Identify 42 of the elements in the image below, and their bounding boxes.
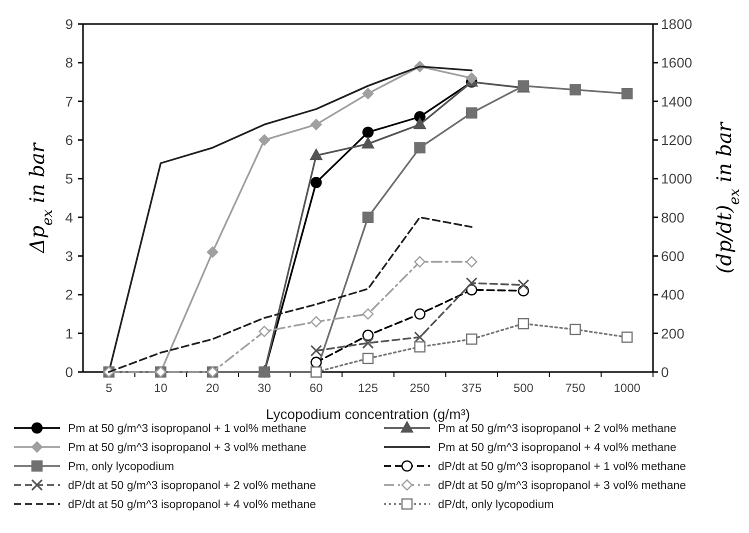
x-tick-label: 500 xyxy=(513,381,534,395)
legend-label: dP/dt at 50 g/m^3 isopropanol + 1 vol% methane xyxy=(438,461,686,473)
x-tick-label: 375 xyxy=(462,381,482,395)
y-tick-label: 1 xyxy=(65,325,74,342)
legend-label: Pm at 50 g/m^3 isopropanol + 2 vol% methane xyxy=(438,423,676,435)
legend-label: Pm, only lycopodium xyxy=(68,461,174,473)
y2-tick-label: 1800 xyxy=(661,16,692,32)
legend-label: dP/dt at 50 g/m^3 isopropanol + 4 vol% methane xyxy=(68,499,316,511)
y2-tick-label: 1200 xyxy=(661,132,692,148)
legend-label: Pm at 50 g/m^3 isopropanol + 3 vol% methane xyxy=(68,442,306,454)
y-tick-label: 2 xyxy=(65,286,74,303)
x-tick-label: 60 xyxy=(310,381,324,395)
legend-label: Pm at 50 g/m^3 isopropanol + 1 vol% methane xyxy=(68,423,306,435)
x-tick-label: 750 xyxy=(565,381,586,395)
legend-label: Pm at 50 g/m^3 isopropanol + 4 vol% methane xyxy=(438,442,676,454)
y-tick-label: 0 xyxy=(65,364,74,380)
y2-tick-label: 1600 xyxy=(661,54,692,71)
x-tick-label: 10 xyxy=(154,381,168,395)
legend-label: dP/dt at 50 g/m^3 isopropanol + 2 vol% methane xyxy=(68,480,316,492)
x-tick-label: 125 xyxy=(358,381,378,395)
y-tick-label: 6 xyxy=(65,132,74,148)
y2-tick-label: 1000 xyxy=(661,170,692,187)
x-tick-label: 20 xyxy=(206,381,220,395)
legend-label: dP/dt, only lycopodium xyxy=(438,499,554,511)
y2-tick-label: 400 xyxy=(661,286,685,303)
x-tick-label: 1000 xyxy=(614,381,641,395)
x-tick-label: 30 xyxy=(258,381,272,395)
y-tick-label: 7 xyxy=(65,93,74,110)
y-tick-label: 3 xyxy=(65,248,74,264)
y2-tick-label: 600 xyxy=(661,248,685,264)
y-tick-label: 9 xyxy=(65,16,74,32)
legend-label: dP/dt at 50 g/m^3 isopropanol + 3 vol% methane xyxy=(438,480,686,492)
y-tick-label: 5 xyxy=(65,170,74,187)
y-tick-label: 4 xyxy=(65,209,74,226)
x-tick-label: 250 xyxy=(410,381,430,395)
x-tick-label: 5 xyxy=(106,381,113,395)
y2-tick-label: 1400 xyxy=(661,93,692,110)
y2-tick-label: 0 xyxy=(661,364,669,380)
x-axis-title: Lycopodium concentration (g/m³) xyxy=(266,406,470,422)
y2-tick-label: 200 xyxy=(661,325,685,342)
y2-tick-label: 800 xyxy=(661,209,685,226)
y-tick-label: 8 xyxy=(65,54,74,71)
